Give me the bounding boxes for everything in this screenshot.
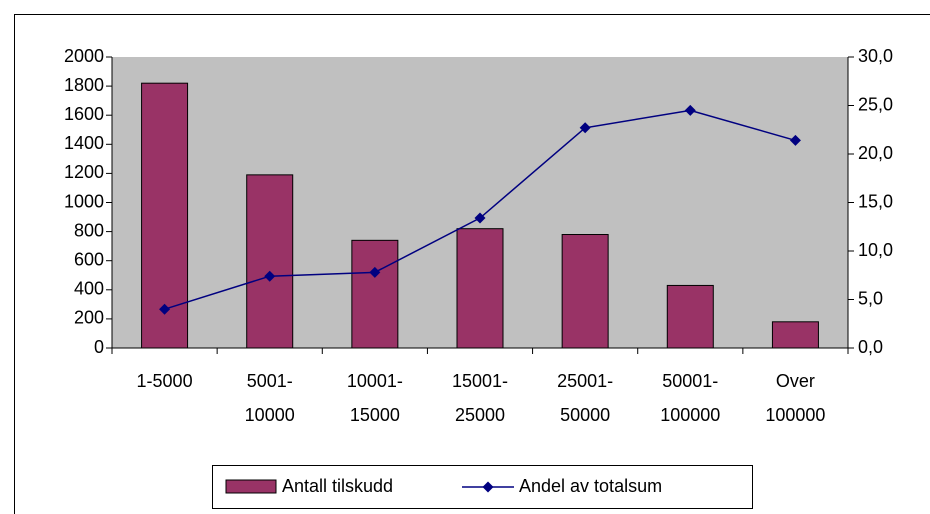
y2-tick-label: 0,0 <box>858 337 883 357</box>
y2-tick-label: 10,0 <box>858 240 893 260</box>
y-tick-label: 1600 <box>64 104 104 124</box>
x-tick-label: 10001-15000 <box>347 371 403 425</box>
x-tick-label: 15001-25000 <box>452 371 508 425</box>
y2-tick-label: 25,0 <box>858 94 893 114</box>
legend-label: Antall tilskudd <box>282 476 393 496</box>
x-tick-label: 5001-10000 <box>245 371 295 425</box>
bar <box>246 174 294 349</box>
y-tick-label: 1000 <box>64 191 104 211</box>
x-tick-label: 25001-50000 <box>557 371 613 425</box>
line-marker <box>789 134 801 146</box>
y2-tick-label: 15,0 <box>858 191 893 211</box>
y2-tick-label: 20,0 <box>858 143 893 163</box>
legend-box <box>212 465 753 509</box>
y-tick-label: 800 <box>74 220 104 240</box>
y-tick-label: 0 <box>94 337 104 357</box>
y2-tick-label: 30,0 <box>858 46 893 66</box>
line-marker <box>579 122 591 134</box>
y-tick-label: 2000 <box>64 46 104 66</box>
legend-marker <box>482 481 494 493</box>
x-tick-label: 1-5000 <box>137 371 193 391</box>
line-marker <box>474 212 486 224</box>
line-marker <box>369 266 381 278</box>
y-tick-label: 600 <box>74 249 104 269</box>
y-tick-label: 1400 <box>64 133 104 153</box>
bar <box>456 228 504 349</box>
line-marker <box>159 303 171 315</box>
legend-label: Andel av totalsum <box>519 476 662 496</box>
y-tick-label: 400 <box>74 279 104 299</box>
y-tick-label: 200 <box>74 308 104 328</box>
y2-tick-label: 5,0 <box>858 288 883 308</box>
bar <box>351 239 399 349</box>
line-marker <box>684 104 696 116</box>
bar <box>561 234 609 349</box>
bar <box>771 321 819 349</box>
x-tick-label: 50001-100000 <box>660 371 720 425</box>
line-marker <box>264 270 276 282</box>
legend-swatch <box>225 479 277 494</box>
x-tick-label: Over 100000 <box>765 371 825 425</box>
bar <box>666 284 714 349</box>
y-tick-label: 1200 <box>64 162 104 182</box>
y-tick-label: 1800 <box>64 75 104 95</box>
